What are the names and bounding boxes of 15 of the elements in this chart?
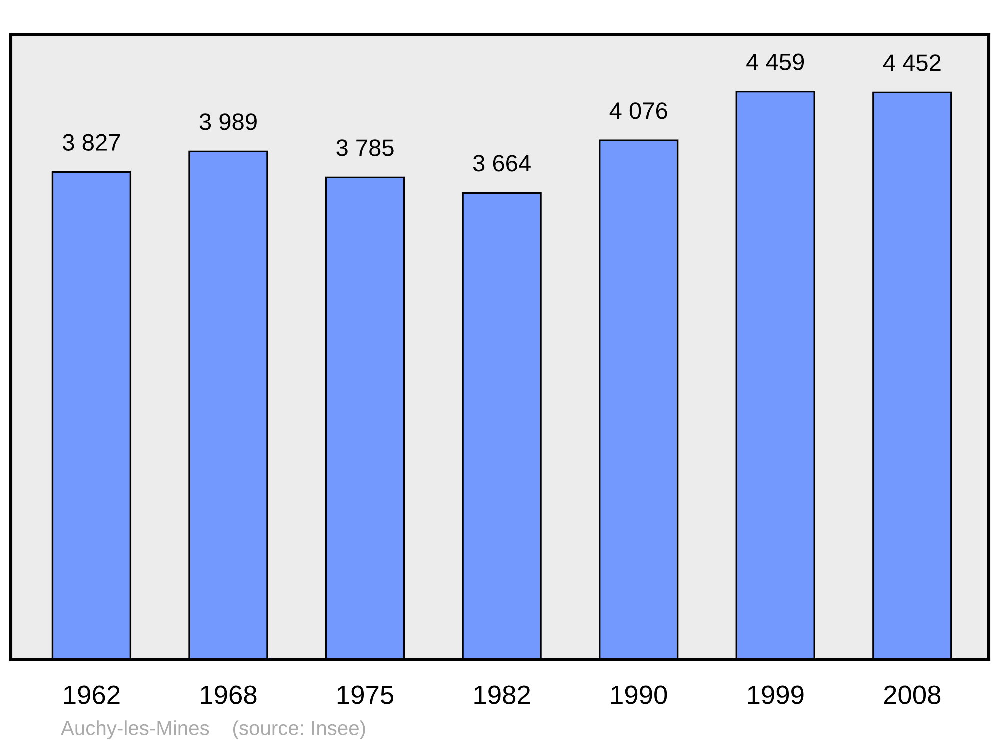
x-tick-label: 1975 <box>338 686 394 704</box>
x-tick-label: 1999 <box>748 686 804 704</box>
data-label: 3 785 <box>336 140 394 156</box>
data-label: 4 452 <box>883 54 941 72</box>
x-tick-label: 1968 <box>201 686 257 704</box>
x-tick-label: 2008 <box>884 686 941 704</box>
x-tick-label: 1962 <box>64 686 120 704</box>
data-label: 3 827 <box>63 134 120 152</box>
data-label: 3 989 <box>200 114 257 130</box>
data-label: 3 664 <box>473 155 531 172</box>
text: Auchy-les-Mines (source: Insee) <box>61 720 366 740</box>
x-tick-label: 1982 <box>474 686 530 704</box>
data-label: 4 076 <box>610 102 668 120</box>
x-tick-label: 1990 <box>612 686 668 704</box>
data-label: 4 459 <box>746 54 804 70</box>
